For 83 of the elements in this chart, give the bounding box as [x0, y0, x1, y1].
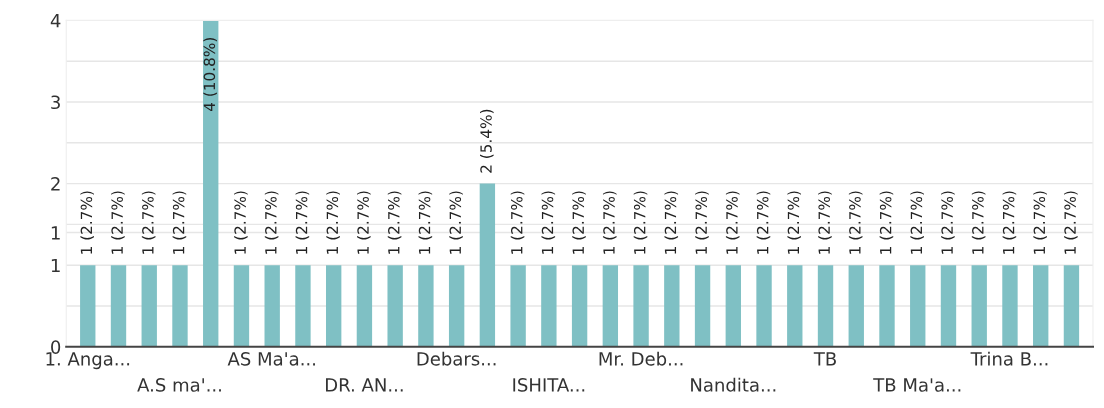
data-label: 1 (2.7%): [449, 191, 463, 254]
data-label: 1 (2.7%): [756, 191, 771, 254]
bar: [172, 265, 188, 347]
data-label: 1 (2.7%): [1064, 191, 1078, 254]
data-label: 1 (2.7%): [387, 191, 402, 254]
data-label: 1 (2.7%): [1033, 191, 1047, 254]
bar: [571, 265, 588, 347]
bar: [664, 265, 680, 347]
data-label: 1 (2.7%): [695, 191, 709, 254]
data-label: 4 (10.8%): [203, 38, 217, 111]
bar: [910, 265, 926, 347]
data-label: 1 (2.7%): [1002, 191, 1017, 254]
bar: [940, 265, 957, 347]
data-label: 1 (2.7%): [264, 191, 279, 254]
data-label: 1 (2.7%): [725, 191, 740, 254]
x-tick-label: TB Ma'a...: [873, 378, 961, 392]
bar: [387, 265, 403, 347]
data-label: 1 (2.7%): [664, 191, 679, 254]
bar: [848, 265, 864, 347]
y-tick-label: 1: [51, 226, 60, 240]
bar: [80, 265, 96, 347]
x-tick-label: DR. AN...: [326, 378, 403, 392]
data-label: 1 (2.7%): [172, 191, 187, 254]
data-label: 1 (2.7%): [357, 191, 371, 254]
bar: [541, 265, 557, 347]
x-tick-label: 1. Anga...: [46, 352, 130, 370]
bar: [325, 265, 342, 347]
x-tick-label: Debars...: [417, 351, 496, 366]
bar: [756, 265, 772, 347]
data-label: 1 (2.7%): [510, 191, 525, 254]
data-label: 1 (2.7%): [326, 191, 340, 254]
data-label: 1 (2.7%): [848, 191, 863, 254]
y-tick-label: 3: [51, 95, 60, 110]
bar: [264, 265, 280, 347]
bar: [694, 265, 711, 347]
x-tick-label: AS Ma'a...: [227, 351, 315, 366]
data-label: 1 (2.7%): [418, 191, 433, 254]
data-label: 1 (2.7%): [818, 191, 832, 254]
bar: [1002, 265, 1018, 347]
bar: [971, 265, 987, 347]
bar: [233, 265, 250, 347]
y-tick-label: 1: [51, 258, 60, 273]
data-label: 1 (2.7%): [234, 191, 248, 254]
data-label: 2 (5.4%): [480, 109, 494, 173]
bar: [510, 265, 526, 347]
bar: [203, 20, 219, 347]
x-tick-label: Mr. Deb...: [599, 351, 683, 366]
bar: [725, 265, 741, 347]
data-label: 1 (2.7%): [572, 191, 586, 254]
data-label: 1 (2.7%): [141, 191, 156, 254]
bar: [879, 265, 895, 347]
y-tick-label: 2: [51, 177, 60, 191]
bar: [787, 265, 803, 347]
bar: [1033, 265, 1049, 347]
x-tick-label: A.S ma'...: [137, 378, 221, 392]
y-tick-label: 0: [51, 340, 61, 354]
y-tick-label: 4: [50, 14, 61, 28]
data-label: 1 (2.7%): [80, 191, 94, 254]
x-tick-label: Trina B...: [970, 351, 1048, 366]
data-label: 1 (2.7%): [941, 191, 955, 254]
bar: [479, 183, 496, 347]
bar: [817, 265, 834, 347]
x-tick-label: TB: [813, 352, 836, 366]
x-tick-label: ISHITA...: [513, 378, 585, 392]
data-label: 1 (2.7%): [295, 191, 310, 254]
data-label: 1 (2.7%): [541, 191, 556, 254]
bar: [418, 265, 434, 347]
bar: [295, 265, 311, 347]
data-label: 1 (2.7%): [602, 191, 617, 254]
bar: [602, 265, 619, 347]
data-label: 1 (2.7%): [633, 191, 648, 254]
bar: [448, 265, 465, 347]
x-tick-label: Nandita...: [691, 377, 776, 392]
bar: [141, 265, 157, 347]
data-label: 1 (2.7%): [111, 191, 125, 254]
bar: [1063, 265, 1080, 347]
data-label: 1 (2.7%): [971, 191, 986, 254]
bar: [633, 265, 649, 347]
data-label: 1 (2.7%): [787, 191, 802, 254]
data-label: 1 (2.7%): [910, 191, 924, 254]
bar: [110, 265, 127, 347]
bar: [356, 265, 373, 347]
data-label: 1 (2.7%): [879, 191, 894, 254]
